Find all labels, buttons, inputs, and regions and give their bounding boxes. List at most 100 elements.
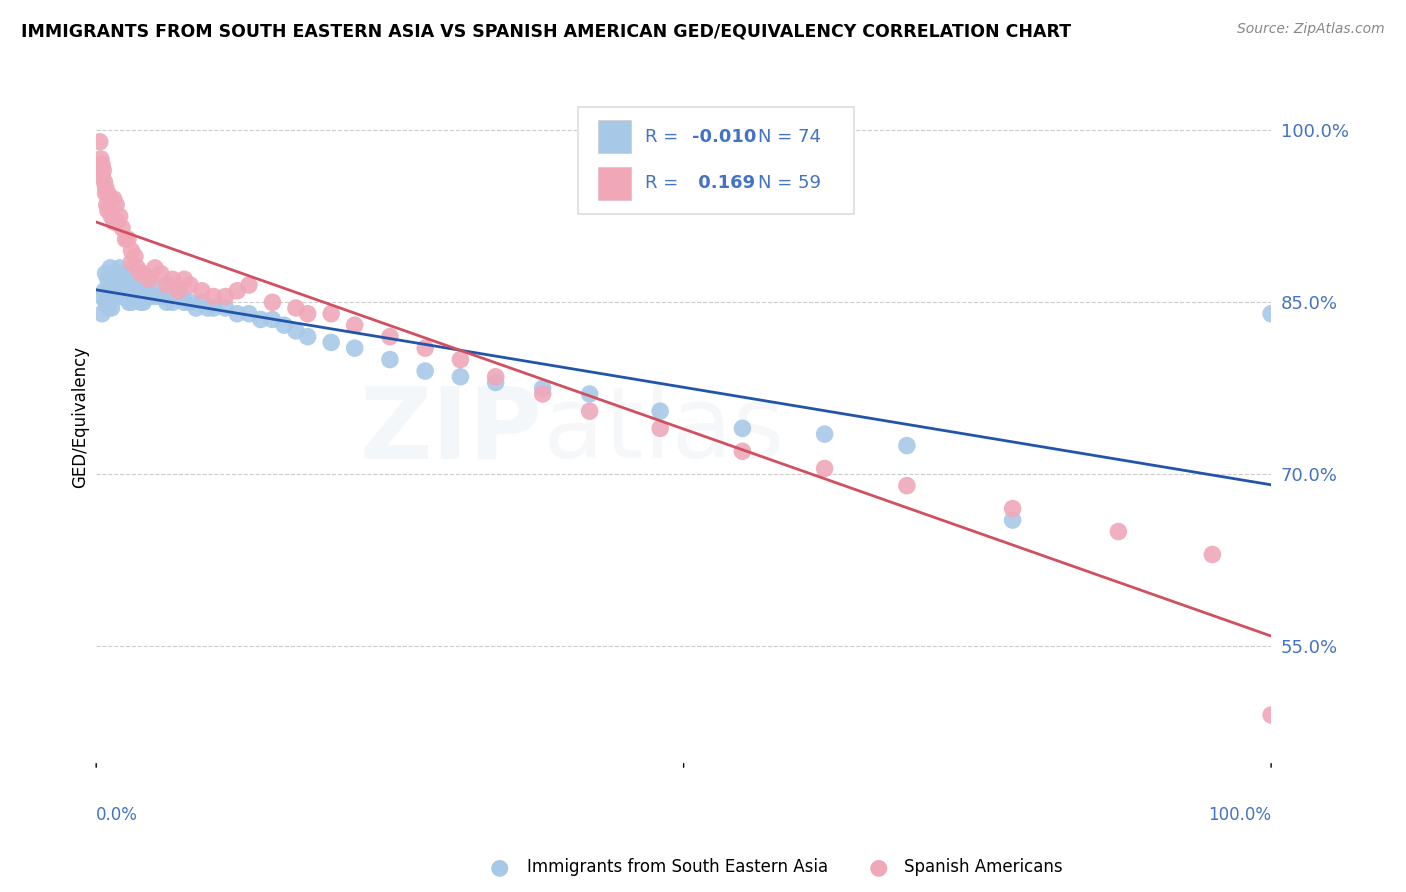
Point xyxy=(103,192,125,206)
Point xyxy=(111,267,134,281)
Point xyxy=(238,307,260,321)
Point xyxy=(89,135,111,149)
Point xyxy=(103,272,125,286)
Point xyxy=(1107,524,1129,539)
Y-axis label: GED/Equivalency: GED/Equivalency xyxy=(72,346,89,488)
Point xyxy=(142,278,165,293)
Text: atlas: atlas xyxy=(543,382,785,479)
Point xyxy=(97,272,120,286)
Point xyxy=(100,289,122,303)
Point xyxy=(184,301,207,315)
Point xyxy=(485,376,508,390)
Point xyxy=(105,198,128,212)
Text: N = 74: N = 74 xyxy=(758,128,821,146)
Point xyxy=(156,295,179,310)
Point xyxy=(105,272,128,286)
Text: Immigrants from South Eastern Asia: Immigrants from South Eastern Asia xyxy=(527,858,828,876)
Text: ZIP: ZIP xyxy=(360,382,543,479)
Point xyxy=(114,272,136,286)
Point xyxy=(124,249,146,263)
Point xyxy=(105,215,128,229)
Text: ●: ● xyxy=(489,857,509,877)
Point xyxy=(108,278,131,293)
Point xyxy=(91,169,114,183)
Point xyxy=(413,341,436,355)
Point xyxy=(94,180,117,194)
Point xyxy=(1001,501,1024,516)
Point xyxy=(284,301,307,315)
Point xyxy=(98,278,121,293)
Point xyxy=(202,301,225,315)
Point xyxy=(896,439,918,453)
Point xyxy=(262,312,284,326)
Point xyxy=(96,198,118,212)
Point xyxy=(117,278,139,293)
Point xyxy=(143,289,166,303)
Point xyxy=(449,352,471,367)
Point xyxy=(179,278,201,293)
Point xyxy=(167,284,190,298)
Point xyxy=(93,284,115,298)
Point xyxy=(321,307,343,321)
Point xyxy=(238,278,260,293)
Point xyxy=(156,278,179,293)
Point xyxy=(321,335,343,350)
Point xyxy=(343,318,366,333)
Point xyxy=(135,284,157,298)
Point xyxy=(578,387,600,401)
Text: 0.169: 0.169 xyxy=(692,174,755,192)
Point xyxy=(93,175,115,189)
Point xyxy=(103,215,125,229)
Point xyxy=(105,289,128,303)
Point xyxy=(485,369,508,384)
Point xyxy=(100,209,122,223)
Point xyxy=(378,352,401,367)
Point xyxy=(98,192,121,206)
Point xyxy=(226,284,249,298)
Point xyxy=(191,295,214,310)
Point xyxy=(214,289,236,303)
Point xyxy=(650,421,672,435)
Point xyxy=(94,267,117,281)
Point xyxy=(98,260,121,275)
Point xyxy=(120,272,142,286)
Text: IMMIGRANTS FROM SOUTH EASTERN ASIA VS SPANISH AMERICAN GED/EQUIVALENCY CORRELATI: IMMIGRANTS FROM SOUTH EASTERN ASIA VS SP… xyxy=(21,22,1071,40)
Point xyxy=(117,232,139,246)
Point xyxy=(1001,513,1024,527)
Point xyxy=(97,284,120,298)
Point xyxy=(531,381,554,395)
Point xyxy=(108,260,131,275)
Point xyxy=(650,404,672,418)
Text: R =: R = xyxy=(645,128,683,146)
Point xyxy=(1201,548,1223,562)
Point xyxy=(197,301,219,315)
Point xyxy=(297,329,319,343)
Text: 0.0%: 0.0% xyxy=(96,805,138,823)
Point xyxy=(91,158,114,172)
Point xyxy=(120,255,142,269)
Point xyxy=(138,289,160,303)
Point xyxy=(413,364,436,378)
Point xyxy=(111,289,134,303)
Point xyxy=(132,278,155,293)
Point xyxy=(100,301,122,315)
Point xyxy=(91,307,114,321)
Point xyxy=(1260,307,1282,321)
Point xyxy=(149,267,172,281)
Point xyxy=(162,295,184,310)
Point xyxy=(578,404,600,418)
Text: -0.010: -0.010 xyxy=(692,128,756,146)
Point xyxy=(273,318,295,333)
FancyBboxPatch shape xyxy=(578,107,853,214)
Point xyxy=(226,307,249,321)
Point xyxy=(120,244,142,258)
Point xyxy=(129,267,152,281)
Point xyxy=(297,307,319,321)
Point xyxy=(127,260,149,275)
Point xyxy=(896,478,918,492)
Text: 100.0%: 100.0% xyxy=(1208,805,1271,823)
Point xyxy=(124,284,146,298)
Point xyxy=(114,289,136,303)
Point xyxy=(143,260,166,275)
Point xyxy=(97,203,120,218)
